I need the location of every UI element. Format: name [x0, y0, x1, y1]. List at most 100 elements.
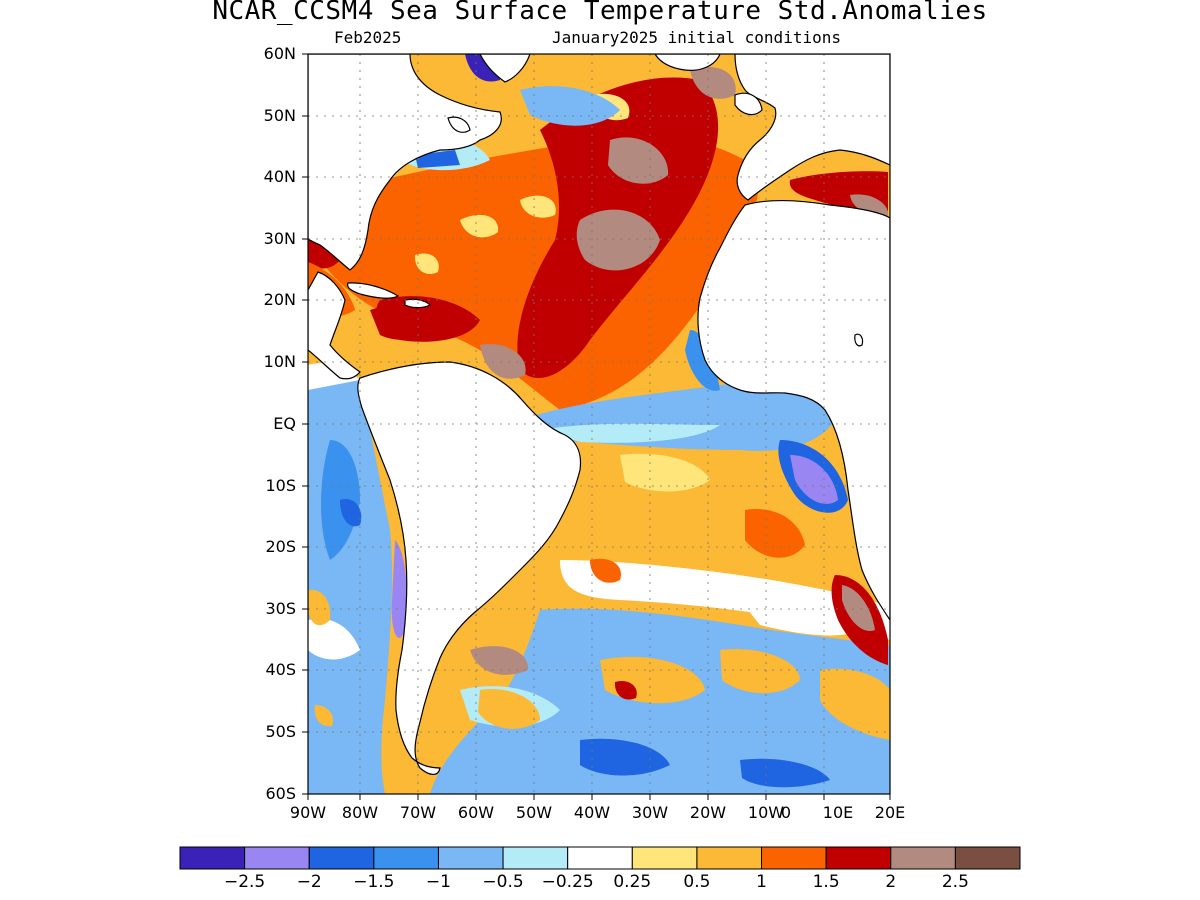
- colorbar-swatch: [825, 846, 892, 870]
- benguela-brown: [842, 585, 875, 631]
- colorbar-swatch: [890, 846, 956, 870]
- so-warm-2: [720, 649, 800, 694]
- lat-label-50n: 50N: [263, 106, 296, 125]
- lat-label-40s: 40S: [265, 660, 296, 679]
- hispaniola: [404, 298, 432, 309]
- africa: [697, 199, 890, 622]
- colorbar-swatch: [631, 846, 698, 870]
- colorbar-swatch: [954, 846, 1021, 870]
- south-america: [357, 361, 582, 775]
- islet-east: [854, 333, 864, 347]
- na-brown-1: [576, 209, 660, 271]
- lon-label-60w: 60W: [457, 803, 495, 822]
- colorbar-label: −0.25: [541, 872, 594, 892]
- so-warm-3: [820, 668, 890, 740]
- colorbar-label: 2: [885, 872, 897, 892]
- land: [308, 54, 890, 775]
- colorbar-swatch: [567, 846, 633, 870]
- lon-label-50w: 50W: [515, 803, 553, 822]
- na-yellow-2: [520, 195, 556, 218]
- colorbar-swatch: [179, 846, 246, 870]
- pacific-white: [308, 618, 360, 660]
- so-warm-4: [478, 689, 540, 729]
- central-america: [308, 271, 361, 380]
- lon-label-0: 0: [780, 803, 792, 822]
- na-brown-2: [608, 137, 669, 184]
- na-yellow-4: [414, 253, 439, 275]
- sa-warm-2: [590, 558, 621, 583]
- colorbar-label: 0.5: [683, 872, 711, 892]
- so-red-1: [614, 680, 637, 700]
- lat-label-10s: 10S: [265, 476, 296, 495]
- lon-label-40w: 40W: [573, 803, 611, 822]
- north-america: [308, 54, 502, 271]
- lon-label-10w: 10W: [747, 803, 785, 822]
- lat-label-20s: 20S: [265, 537, 296, 556]
- pacific-warm: [308, 589, 331, 626]
- lon-label-70w: 70W: [399, 803, 437, 822]
- lat-label-40n: 40N: [263, 167, 296, 186]
- forecast-month: Feb2025: [334, 28, 402, 47]
- gulf-warm: [308, 239, 340, 269]
- na-cool-top: [520, 86, 620, 126]
- lat-label-60s: 60S: [265, 784, 296, 803]
- sa-warm-1: [745, 509, 805, 558]
- british-isles: [734, 92, 763, 116]
- so-brown-1: [470, 646, 529, 675]
- colorbar-swatch: [502, 846, 569, 870]
- colorbar-label: 1.5: [812, 872, 840, 892]
- colorbar-label: 2.5: [941, 872, 969, 892]
- colorbar-label: −2.5: [223, 872, 266, 892]
- colorbar-swatch: [308, 846, 375, 870]
- pacific-cool-3: [340, 499, 362, 527]
- carib-warm: [370, 304, 455, 340]
- lon-label-10e: 10E: [822, 803, 854, 822]
- colorbar: [179, 846, 1021, 870]
- lon-label-80w: 80W: [341, 803, 379, 822]
- colorbar-label: 0.25: [613, 872, 652, 892]
- colorbar-label: −1.5: [353, 872, 395, 892]
- eq-light-band: [540, 423, 720, 443]
- colorbar-label: 1: [756, 872, 767, 892]
- colorbar-swatch: [244, 846, 310, 870]
- na-brown-3: [690, 66, 736, 99]
- lon-label-20e: 20E: [874, 803, 906, 822]
- gridlines: [308, 54, 890, 794]
- lat-label-eq: EQ: [273, 414, 296, 433]
- lat-label-30s: 30S: [265, 599, 296, 618]
- so-cool-deep: [580, 738, 670, 776]
- newfoundland: [447, 116, 471, 133]
- colorbar-swatch: [373, 846, 439, 870]
- so-white: [740, 600, 860, 636]
- lon-label-20w: 20W: [689, 803, 727, 822]
- pacific-warm-sm: [314, 705, 334, 727]
- figure-title: NCAR_CCSM4 Sea Surface Temperature Std.A…: [212, 0, 988, 26]
- pacific-purple: [391, 540, 407, 639]
- angola-purple: [790, 455, 838, 504]
- na-brown-4: [480, 344, 526, 379]
- na-yellow-1: [460, 214, 499, 238]
- colorbar-swatch: [696, 846, 763, 870]
- lon-label-30w: 30W: [631, 803, 669, 822]
- lat-label-30n: 30N: [263, 229, 296, 248]
- tick-marks: [302, 53, 891, 800]
- colorbar-label: −2: [296, 872, 322, 892]
- lat-label-10n: 10N: [263, 352, 296, 371]
- lon-label-90w: 90W: [289, 803, 327, 822]
- med-brown: [850, 194, 888, 218]
- colorbar-label: −0.5: [482, 872, 524, 892]
- colorbar-swatch: [761, 846, 827, 870]
- greenland: [479, 54, 531, 83]
- guinea-cool: [685, 330, 720, 391]
- colorbar-swatch: [437, 846, 504, 870]
- so-cool-deep2: [740, 758, 830, 788]
- lat-label-50s: 50S: [265, 722, 296, 741]
- lat-label-20n: 20N: [263, 290, 296, 309]
- colorbar-label: −1: [425, 872, 451, 892]
- lat-label-60n: 60N: [263, 44, 296, 63]
- sa-yellow: [620, 453, 710, 492]
- iceland: [654, 54, 721, 71]
- initial-conditions: January2025 initial conditions: [552, 28, 841, 47]
